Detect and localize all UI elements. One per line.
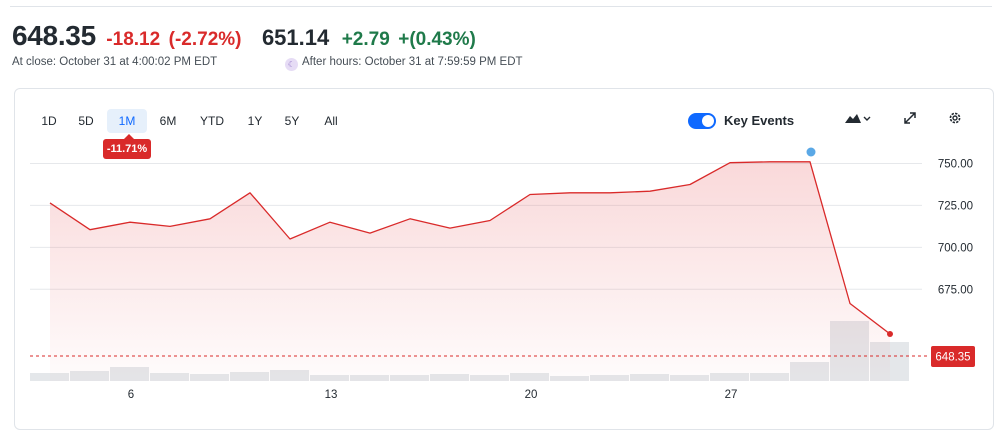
top-divider: [10, 6, 992, 7]
last-price-dot: [887, 330, 893, 337]
key-events-toggle[interactable]: [688, 113, 716, 129]
y-tick-label: 700.00: [938, 242, 973, 254]
moon-icon: ☾: [285, 58, 298, 71]
after-hours-change: +2.79: [341, 29, 390, 50]
key-event-marker[interactable]: [806, 147, 816, 157]
range-1m[interactable]: 1M: [107, 109, 147, 133]
range-5d[interactable]: 5D: [78, 114, 94, 128]
key-events-label: Key Events: [724, 113, 795, 128]
y-tick-label: 750.00: [938, 159, 973, 171]
settings-button[interactable]: [943, 110, 967, 132]
price-line: [49, 161, 891, 335]
range-change-badge: -11.71%: [103, 134, 151, 159]
x-tick-label: 13: [325, 389, 338, 401]
closing-price: 648.35: [12, 20, 96, 51]
toggle-knob: [702, 115, 714, 127]
current-price-label: 648.35: [935, 352, 970, 364]
after-hours-note: After hours: October 31 at 7:59:59 PM ED…: [302, 56, 523, 68]
gear-icon: [949, 112, 961, 124]
range-1d[interactable]: 1D: [41, 114, 57, 128]
volume-bar: [30, 373, 69, 381]
price-chart[interactable]: 648.35 750.00 725.00 700.00 675.00 6 13 20 27: [0, 0, 998, 421]
close-timestamp: At close: October 31 at 4:00:02 PM EDT: [12, 56, 218, 68]
quote-header: 648.35 -18.12 (-2.72%) 651.14 +2.79 +(0.…: [12, 20, 476, 52]
range-ytd[interactable]: YTD: [200, 114, 224, 128]
range-all[interactable]: All: [324, 114, 338, 128]
after-hours-change-percent: +(0.43%): [398, 29, 476, 50]
range-1y[interactable]: 1Y: [247, 114, 263, 128]
after-hours-timestamp: ☾ After hours: October 31 at 7:59:59 PM E…: [285, 56, 523, 71]
x-tick-label: 6: [128, 389, 134, 401]
y-tick-label: 725.00: [938, 200, 973, 212]
price-change-percent: (-2.72%): [168, 29, 242, 50]
after-hours-price: 651.14: [261, 25, 330, 50]
range-5y[interactable]: 5Y: [284, 114, 300, 128]
y-tick-label: 675.00: [938, 284, 973, 296]
range-6m[interactable]: 6M: [159, 114, 177, 128]
chart-type-button[interactable]: [838, 110, 874, 132]
x-tick-label: 27: [725, 389, 738, 401]
mountain-chart-icon: [845, 114, 871, 123]
current-price-box: [931, 346, 975, 367]
expand-icon: [904, 112, 916, 124]
x-tick-label: 20: [525, 389, 538, 401]
price-area: [50, 161, 890, 381]
fullscreen-button[interactable]: [898, 110, 922, 132]
price-change: -18.12: [106, 29, 161, 50]
